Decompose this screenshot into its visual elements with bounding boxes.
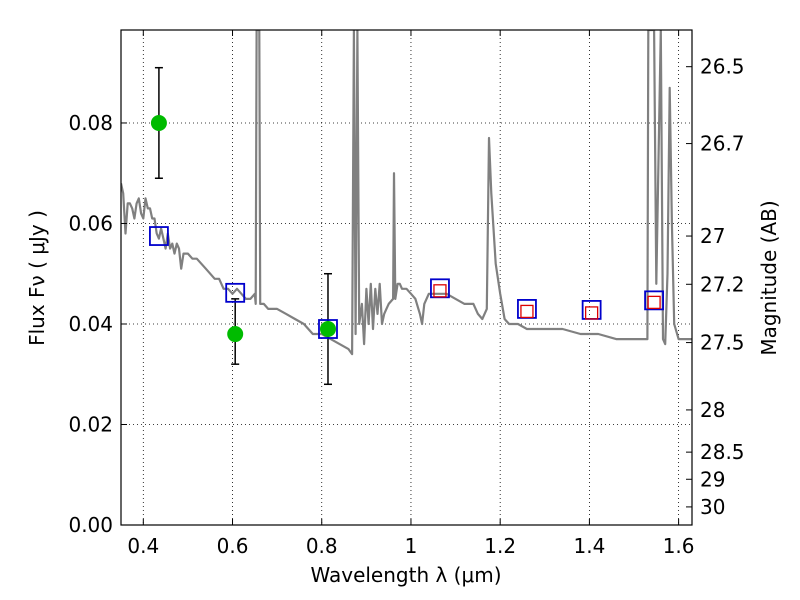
x-tick-label: 0.8	[306, 534, 338, 558]
model-flux-square-small	[647, 295, 661, 310]
plot-frame	[120, 29, 693, 526]
y2-tick-label: 27.5	[700, 331, 745, 355]
y-tick-label: 0.04	[68, 312, 113, 336]
y2-tick-label: 27	[700, 224, 725, 248]
spectrum-line	[121, 30, 692, 356]
y-tick-label: 0.00	[68, 513, 113, 537]
y2-tick-label: 28	[700, 398, 725, 422]
y2-tick-label: 26.7	[700, 132, 745, 156]
y2-tick-label: 29	[700, 467, 725, 491]
model-flux-square-small	[433, 284, 447, 298]
x-tick-label: 1.2	[484, 534, 516, 558]
model-flux-square	[225, 282, 246, 303]
x-tick-label: 0.6	[217, 534, 249, 558]
axis-ticks: 0.4 0.6 0.8 1 1.2 1.4 1.6 0.00 0.02 0.04 0.06 0.08 2…	[68, 30, 745, 558]
model-flux-square	[644, 290, 664, 311]
y2-tick-label: 30	[700, 495, 725, 519]
model-spectrum	[121, 30, 692, 356]
model-flux-square-small	[584, 306, 599, 320]
grid	[121, 30, 692, 526]
x-tick-label: 0.4	[127, 534, 159, 558]
y2-axis-title: Magnitude (AB)	[757, 200, 781, 355]
observed-flux-point	[227, 326, 244, 343]
x-tick-label: 1	[405, 534, 418, 558]
y-tick-label: 0.02	[68, 412, 113, 436]
observed-flux-point	[150, 114, 167, 131]
x-axis-title: Wavelength λ (μm)	[310, 563, 501, 587]
x-tick-label: 1.6	[663, 534, 695, 558]
model-flux-square	[149, 226, 169, 246]
x-tick-label: 1.4	[573, 534, 605, 558]
data-markers	[149, 66, 664, 386]
y2-tick-label: 27.2	[700, 272, 745, 296]
model-flux-square-small	[520, 304, 534, 319]
y2-tick-label: 28.5	[700, 440, 745, 464]
y-axis-title: Flux Fν ( μJy )	[25, 210, 49, 346]
y-tick-label: 0.06	[68, 211, 113, 235]
model-flux-square	[318, 319, 338, 339]
y2-tick-label: 26.5	[700, 55, 745, 79]
observed-flux-point	[319, 321, 336, 338]
y-tick-label: 0.08	[68, 111, 113, 135]
